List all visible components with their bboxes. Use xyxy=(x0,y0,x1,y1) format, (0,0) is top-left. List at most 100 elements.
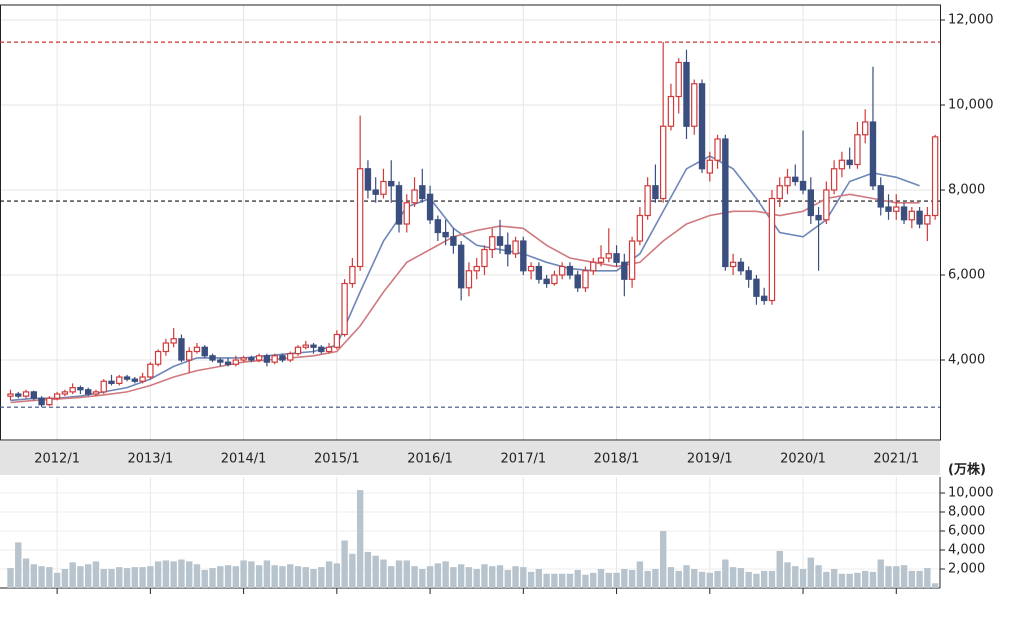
candle-body xyxy=(108,380,115,384)
candle-body xyxy=(201,346,208,357)
volume-bar xyxy=(457,564,465,588)
volume-bar xyxy=(356,490,364,588)
candle-body xyxy=(170,338,177,344)
volume-bar xyxy=(776,550,783,588)
candle-body xyxy=(691,83,698,127)
volume-bar xyxy=(201,569,208,588)
volume-bar xyxy=(263,560,271,588)
candle-body xyxy=(722,138,729,268)
volume-bar xyxy=(520,567,527,588)
volume-bar xyxy=(69,562,76,588)
volume-bar xyxy=(154,561,162,588)
candle-body xyxy=(46,397,53,406)
volume-bar xyxy=(807,557,815,588)
volume-bar xyxy=(893,566,900,588)
candle-body xyxy=(318,346,325,353)
x-tick-label: 2020/1 xyxy=(780,452,826,467)
volume-bar xyxy=(784,562,791,588)
candle-body xyxy=(737,261,745,272)
candle-body xyxy=(310,344,317,348)
x-tick-label: 2017/1 xyxy=(500,452,546,467)
candle-body xyxy=(465,270,473,289)
candle-body xyxy=(815,214,822,221)
volume-bar xyxy=(924,568,931,588)
candle-body xyxy=(838,159,846,170)
candle-body xyxy=(92,391,100,395)
candle-body xyxy=(543,278,550,285)
volume-unit: (万株) xyxy=(948,462,986,478)
candle-body xyxy=(411,189,418,204)
volume-bar xyxy=(419,568,426,588)
volume-bar xyxy=(815,565,822,588)
volume-bar xyxy=(287,564,294,588)
candle-body xyxy=(504,244,511,255)
volume-bar xyxy=(854,572,861,588)
volume-bar xyxy=(846,573,853,588)
volume-bar xyxy=(372,555,379,588)
volume-bar xyxy=(698,571,706,588)
volume-bar xyxy=(877,559,884,588)
volume-bar xyxy=(279,566,286,588)
candle-body xyxy=(271,355,278,363)
y-tick-label: 2,000 xyxy=(948,561,985,576)
candle-body xyxy=(784,176,791,187)
volume-bar xyxy=(92,561,100,588)
volume-bar xyxy=(108,568,115,588)
candle-body xyxy=(232,359,240,365)
candle-body xyxy=(877,185,884,208)
candle-body xyxy=(628,240,636,280)
candle-body xyxy=(535,265,543,280)
volume-bar xyxy=(760,570,768,588)
candle-body xyxy=(217,359,224,363)
volume-bar xyxy=(232,566,240,588)
candle-body xyxy=(131,378,139,382)
volume-bar xyxy=(644,570,651,588)
volume-bar xyxy=(512,566,519,588)
volume-bar xyxy=(426,566,434,588)
candle-body xyxy=(84,389,92,395)
candle-body xyxy=(613,253,620,263)
candle-body xyxy=(916,210,923,225)
volume-bar xyxy=(147,566,154,588)
volume-bar xyxy=(15,542,22,588)
candle-body xyxy=(605,253,612,259)
volume-bar xyxy=(543,573,550,588)
candle-body xyxy=(908,210,916,221)
candle-body xyxy=(830,168,838,191)
candle-body xyxy=(481,248,488,268)
y-tick-label: 10,000 xyxy=(948,485,994,500)
y-tick-label: 8,000 xyxy=(948,504,985,519)
candle-body xyxy=(22,391,30,397)
volume-bar xyxy=(792,566,799,588)
volume-bar xyxy=(683,565,690,588)
candle-body xyxy=(846,159,853,166)
volume-bar xyxy=(558,573,566,588)
volume-bar xyxy=(318,567,325,588)
volume-bar xyxy=(659,530,667,588)
candle-body xyxy=(706,159,714,174)
volume-bar xyxy=(496,565,504,588)
volume-bar xyxy=(22,558,30,588)
candle-body xyxy=(597,257,605,263)
volume-bar xyxy=(597,568,605,588)
candle-body xyxy=(683,61,690,127)
volume-bar xyxy=(535,568,543,588)
candle-body xyxy=(61,391,69,395)
volume-bar xyxy=(217,566,224,588)
candle-body xyxy=(287,353,294,361)
candle-body xyxy=(349,265,356,285)
candle-body xyxy=(574,274,581,289)
candle-body xyxy=(861,121,869,136)
candle-body xyxy=(776,185,783,200)
volume-bar xyxy=(411,566,418,588)
volume-bar xyxy=(691,568,698,588)
candle-body xyxy=(457,244,465,289)
candle-body xyxy=(558,265,566,276)
volume-bar xyxy=(100,568,107,588)
candle-body xyxy=(263,355,271,363)
volume-bar xyxy=(823,571,830,588)
candle-body xyxy=(450,236,457,246)
candle-body xyxy=(652,185,659,200)
candle-body xyxy=(675,61,682,98)
volume-bar xyxy=(341,540,348,588)
